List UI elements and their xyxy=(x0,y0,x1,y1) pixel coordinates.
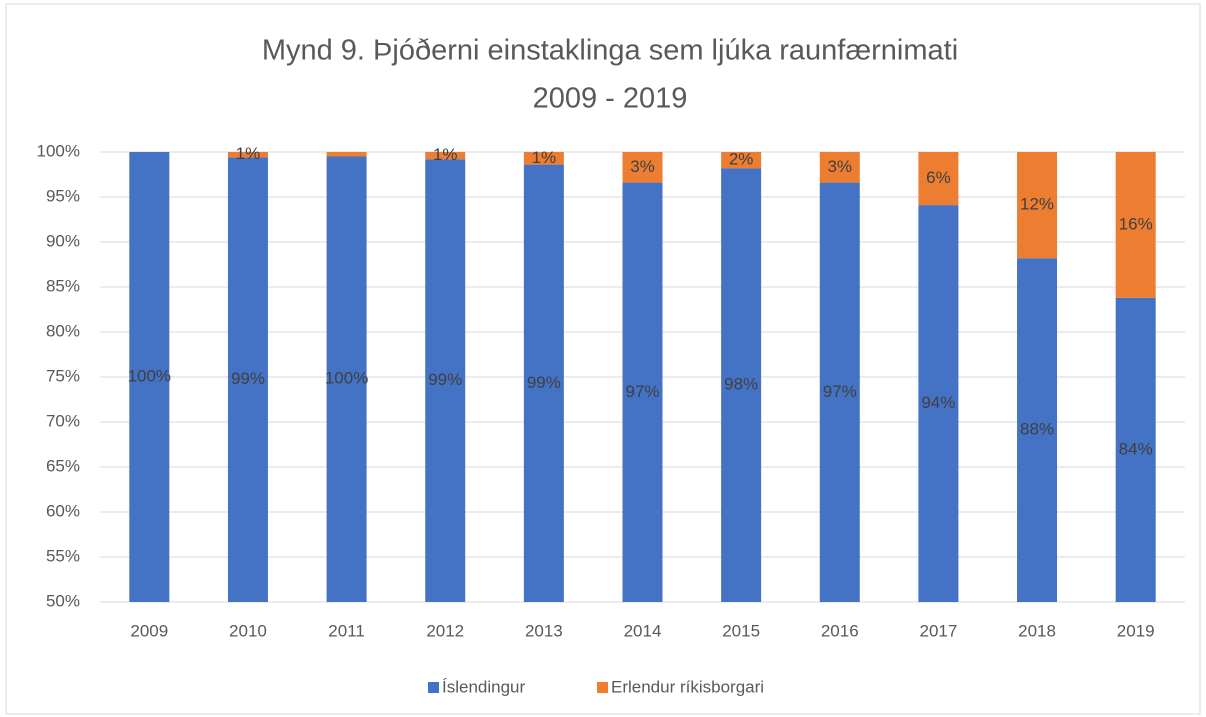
bar-segment xyxy=(227,152,268,158)
y-tick-label: 100% xyxy=(37,141,80,160)
data-label: 88% xyxy=(1020,420,1054,439)
data-label: 99% xyxy=(428,370,462,389)
data-label: 2% xyxy=(729,150,754,169)
x-tick-label: 2015 xyxy=(722,621,760,640)
legend-swatch xyxy=(597,682,608,693)
chart-title: 2009 - 2019 xyxy=(533,83,688,115)
bar-segment xyxy=(425,159,466,602)
x-tick-label: 2011 xyxy=(328,621,365,640)
data-label: 3% xyxy=(630,157,655,176)
data-label: 100% xyxy=(128,366,171,385)
x-tick-label: 2016 xyxy=(821,621,859,640)
bar-segment xyxy=(326,156,367,602)
x-tick-label: 2017 xyxy=(919,621,957,640)
bar-segment xyxy=(425,152,466,160)
bar-segment xyxy=(1115,297,1156,602)
y-tick-label: 55% xyxy=(46,546,80,565)
x-tick-label: 2014 xyxy=(624,621,662,640)
data-label: 84% xyxy=(1119,439,1153,458)
y-tick-label: 65% xyxy=(46,456,80,475)
data-label: 1% xyxy=(532,148,557,167)
x-tick-label: 2018 xyxy=(1018,621,1056,640)
bar-segment xyxy=(819,182,860,602)
bar-segment xyxy=(1017,152,1058,259)
bar-segment xyxy=(326,152,367,157)
x-tick-label: 2012 xyxy=(426,621,464,640)
y-tick-label: 75% xyxy=(46,366,80,385)
data-label: 99% xyxy=(231,369,265,388)
chart-border xyxy=(5,3,1201,715)
bar-segment xyxy=(523,152,564,165)
data-label: 94% xyxy=(921,393,955,412)
bar-segment xyxy=(721,152,762,169)
x-tick-label: 2009 xyxy=(130,621,168,640)
data-label: 3% xyxy=(827,157,852,176)
bar-segment xyxy=(129,152,170,602)
y-tick-label: 70% xyxy=(46,411,80,430)
y-tick-label: 90% xyxy=(46,231,80,250)
bar-segment xyxy=(1115,152,1156,298)
data-label: 6% xyxy=(926,168,951,187)
chart-title: Mynd 9. Þjóðerni einstaklinga sem ljúka … xyxy=(262,35,958,67)
x-tick-label: 2013 xyxy=(525,621,563,640)
data-label: 16% xyxy=(1119,214,1153,233)
x-tick-label: 2010 xyxy=(229,621,267,640)
bar-segment xyxy=(918,152,959,206)
y-tick-label: 95% xyxy=(46,186,80,205)
data-label: 97% xyxy=(625,382,659,401)
x-tick-label: 2019 xyxy=(1117,621,1155,640)
bar-segment xyxy=(819,152,860,183)
data-label: 97% xyxy=(823,382,857,401)
bar-segment xyxy=(227,157,268,602)
bar-segment xyxy=(721,168,762,602)
y-tick-label: 80% xyxy=(46,321,80,340)
y-tick-label: 50% xyxy=(46,591,80,610)
data-label: 99% xyxy=(527,373,561,392)
bar-segment xyxy=(918,205,959,602)
data-label: 98% xyxy=(724,375,758,394)
bar-segment xyxy=(523,164,564,602)
data-label: 12% xyxy=(1020,195,1054,214)
data-label: 1% xyxy=(236,144,261,163)
bar-segment xyxy=(1017,258,1058,602)
legend-swatch xyxy=(428,682,439,693)
legend-label: Erlendur ríkisborgari xyxy=(611,677,764,696)
bar-segment xyxy=(622,152,663,183)
bar-segment xyxy=(622,182,663,602)
y-tick-label: 85% xyxy=(46,276,80,295)
legend-label: Íslendingur xyxy=(442,677,526,696)
data-label: 100% xyxy=(325,369,368,388)
data-label: 1% xyxy=(433,145,458,164)
y-tick-label: 60% xyxy=(46,501,80,520)
